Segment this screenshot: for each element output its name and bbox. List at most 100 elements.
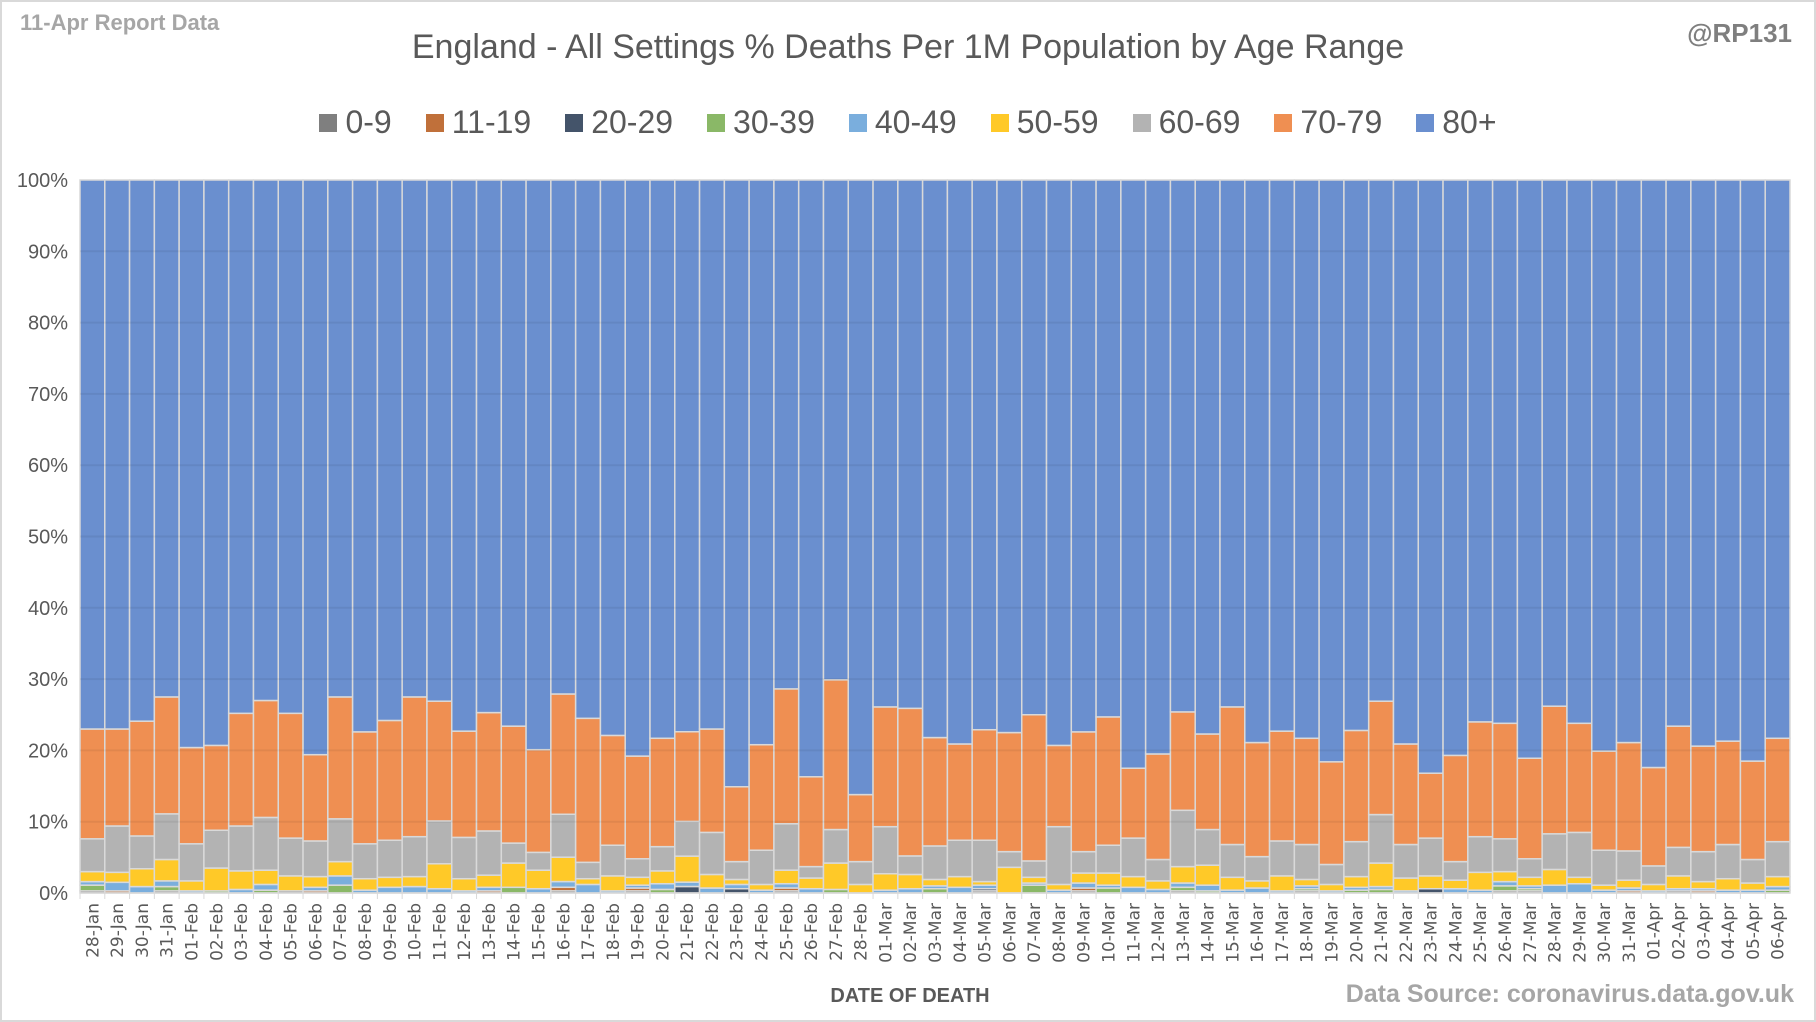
- x-tick-label: 16-Feb: [554, 903, 574, 961]
- bar-segment-80plus: [574, 179, 602, 720]
- bar-segment-80plus: [550, 179, 577, 695]
- x-tick-label: 09-Mar: [1075, 903, 1095, 963]
- bar-segment-80plus: [1417, 179, 1444, 774]
- bar-segment-40-49: [1566, 882, 1593, 894]
- bar-segment-70-79: [921, 736, 949, 847]
- legend-item-70-79: 70-79: [1274, 104, 1382, 141]
- bar-segment-50-59: [1690, 880, 1717, 890]
- bar-stack: [475, 179, 503, 894]
- bar-stack: [723, 179, 750, 894]
- bar-stack: [1392, 179, 1420, 894]
- bar-stack: [773, 179, 800, 894]
- bar-segment-40-49: [1120, 886, 1147, 894]
- bar-segment-60-69: [525, 851, 552, 871]
- bar-segment-70-79: [1045, 744, 1073, 828]
- bar-segment-70-79: [178, 746, 205, 845]
- bar-segment-60-69: [1764, 840, 1791, 878]
- bar-segment-80plus: [1020, 179, 1048, 716]
- bar-segment-70-79: [128, 720, 156, 837]
- x-tick-label: 30-Jan: [133, 903, 153, 958]
- bar-segment-70-79: [500, 725, 527, 844]
- bar-segment-60-69: [1020, 860, 1048, 879]
- bar-segment-60-69: [128, 835, 156, 870]
- bar-segment-70-79: [1120, 767, 1147, 839]
- legend-label: 50-59: [1016, 104, 1099, 140]
- bar-segment-80plus: [1392, 179, 1420, 745]
- legend-swatch: [707, 113, 726, 132]
- bar-segment-70-79: [351, 731, 379, 845]
- bar-segment-80plus: [426, 179, 453, 702]
- report-date-label: 11-Apr Report Data: [20, 10, 220, 35]
- bar-segment-80plus: [797, 179, 825, 778]
- bar-segment-50-59: [574, 877, 602, 886]
- legend-swatch: [1132, 113, 1151, 132]
- bar-stack: [426, 179, 453, 894]
- bar-segment-50-59: [1169, 865, 1196, 884]
- bar-segment-50-59: [550, 856, 577, 883]
- bar-segment-50-59: [1120, 875, 1147, 889]
- x-tick-label: 23-Mar: [1422, 903, 1442, 963]
- bar-segment-50-59: [426, 863, 453, 890]
- bar-segment-70-79: [1516, 757, 1543, 860]
- bar-segment-60-69: [1367, 813, 1395, 864]
- bar-segment-50-59: [599, 875, 626, 892]
- y-tick-label: 90%: [28, 241, 68, 263]
- x-tick-label: 30-Mar: [1595, 903, 1615, 963]
- x-tick-label: 19-Feb: [629, 903, 649, 961]
- bar-segment-70-79: [1739, 760, 1766, 861]
- bar-segment-80plus: [649, 179, 676, 740]
- bar-stack: [1516, 179, 1543, 894]
- legend-label: 0-9: [345, 104, 392, 140]
- x-tick-label: 21-Mar: [1372, 903, 1392, 963]
- bar-segment-60-69: [178, 843, 205, 882]
- legend-label: 80+: [1442, 104, 1497, 140]
- x-tick-label: 24-Feb: [753, 903, 773, 961]
- bar-stack: [79, 179, 106, 894]
- bar-segment-60-69: [1095, 844, 1122, 874]
- bar-stack: [500, 179, 527, 894]
- x-tick-label: 26-Mar: [1496, 903, 1516, 963]
- legend-swatch: [990, 113, 1009, 132]
- bar-segment-80plus: [599, 179, 626, 737]
- bar-segment-60-69: [872, 825, 899, 875]
- bar-segment-80plus: [674, 179, 701, 733]
- x-tick-label: 08-Mar: [1050, 903, 1070, 963]
- bar-segment-80plus: [1293, 179, 1320, 740]
- x-tick-label: 02-Apr: [1669, 903, 1689, 960]
- bar-segment-80plus: [302, 179, 329, 756]
- bar-segment-70-79: [1640, 766, 1667, 867]
- bar-segment-50-59: [1070, 872, 1097, 884]
- y-tick-label: 10%: [28, 812, 68, 834]
- bar-segment-70-79: [302, 753, 329, 842]
- bar-stack: [1293, 179, 1320, 894]
- bar-segment-50-59: [1268, 875, 1296, 892]
- bar-segment-60-69: [847, 860, 874, 886]
- bar-segment-80plus: [1045, 179, 1073, 747]
- bar-segment-30-39: [500, 886, 527, 894]
- bar-segment-80plus: [698, 179, 726, 730]
- bar-segment-50-59: [1541, 868, 1568, 886]
- bar-segment-60-69: [401, 835, 428, 878]
- x-tick-label: 05-Mar: [976, 903, 996, 963]
- bar-segment-60-69: [822, 828, 850, 864]
- bar-stack: [1417, 179, 1444, 894]
- bar-segment-30-39: [1020, 884, 1048, 894]
- bar-segment-60-69: [1690, 850, 1717, 883]
- y-tick-label: 50%: [28, 527, 68, 549]
- bar-segment-70-79: [847, 793, 874, 863]
- bar-segment-60-69: [971, 839, 998, 883]
- x-tick-label: 12-Mar: [1149, 903, 1169, 963]
- bar-stack: [1045, 179, 1073, 894]
- bar-segment-60-69: [450, 836, 478, 880]
- bar-segment-60-69: [1392, 843, 1420, 879]
- bar-segment-80plus: [1144, 179, 1172, 755]
- bar-segment-80plus: [351, 179, 379, 733]
- bar-segment-70-79: [475, 711, 503, 832]
- x-tick-label: 04-Mar: [951, 903, 971, 963]
- bar-segment-60-69: [698, 831, 726, 876]
- bar-segment-50-59: [1318, 883, 1345, 892]
- bar-segment-20-29: [674, 885, 701, 894]
- bar-segment-70-79: [897, 707, 924, 857]
- bar-segment-50-59: [500, 862, 527, 889]
- bar-segment-40-49: [104, 881, 131, 892]
